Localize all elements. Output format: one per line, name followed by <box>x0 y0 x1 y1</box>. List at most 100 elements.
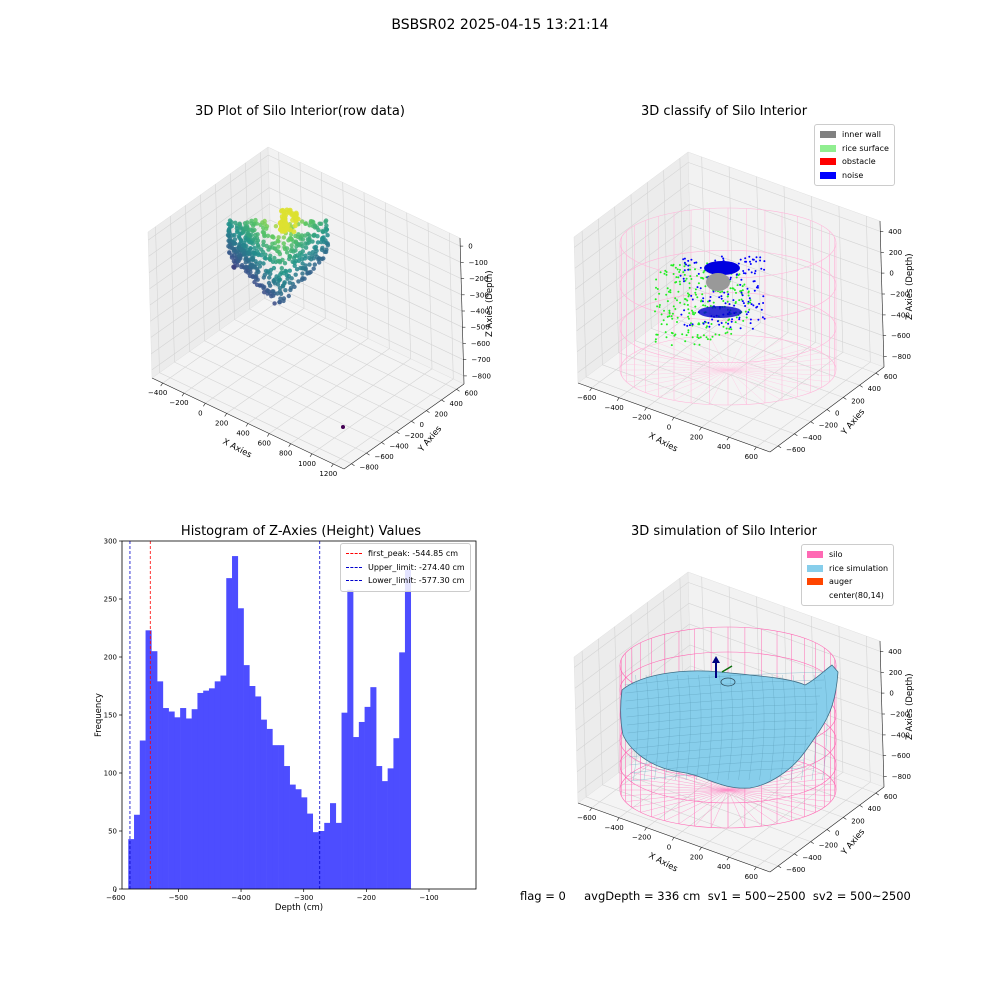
p2-grid-x <box>728 206 844 438</box>
noise-point <box>744 257 747 260</box>
p1-z-tick-label: −500 <box>470 324 489 332</box>
histogram-bar <box>162 708 169 889</box>
data-point <box>270 241 275 246</box>
p2-x-tick <box>644 407 647 411</box>
rice-surface-point <box>690 322 692 325</box>
noise-point <box>712 290 715 293</box>
data-point <box>272 255 277 261</box>
noise-point <box>687 259 690 262</box>
mesh-line <box>759 674 765 781</box>
histogram-bars <box>128 556 412 889</box>
legend-entry-inner-wall: inner wall <box>820 128 889 142</box>
silo-floor-spoke <box>678 789 729 825</box>
histogram-bar <box>191 709 198 889</box>
p4-z-tick-label: 200 <box>889 669 902 677</box>
rice-surface-point <box>683 303 686 306</box>
histogram-bar <box>151 651 158 889</box>
histogram-bar <box>180 708 187 889</box>
p2-y-tick-label: 200 <box>851 397 864 405</box>
noise-point <box>744 272 747 275</box>
histogram-bar <box>220 675 227 889</box>
silo-floor-spoke <box>727 352 822 371</box>
noise-point <box>748 297 751 300</box>
rice-surface-point <box>655 286 657 289</box>
silo-floor-spoke <box>727 363 835 371</box>
rice-surface-point <box>722 300 725 302</box>
legend-entry-rice-simulation: rice simulation <box>807 562 888 576</box>
mesh-line <box>748 674 754 781</box>
p4-y-tick-label: 600 <box>884 793 897 801</box>
rice-surface-point <box>725 321 727 324</box>
rice-surface-point <box>712 301 715 304</box>
mesh-line <box>801 674 807 781</box>
noise-point <box>703 320 706 323</box>
rice-surface-point <box>694 291 697 294</box>
noise-point <box>748 255 751 258</box>
p1-y-tick <box>411 420 415 424</box>
p2-grid-x <box>701 196 816 428</box>
rice-surface-point <box>714 333 717 336</box>
rice-surface-point <box>725 327 728 330</box>
p1-x-tick <box>160 382 163 387</box>
noise-point <box>718 323 721 326</box>
noise-point <box>756 286 759 289</box>
rice-surface-point <box>704 285 707 288</box>
noise-point <box>728 303 731 306</box>
rice-surface-point <box>707 300 709 303</box>
p1-y-tick <box>456 389 460 392</box>
data-point <box>289 243 294 248</box>
data-point <box>264 226 269 231</box>
rice-surface-point <box>672 273 675 275</box>
inner-wall-cluster <box>706 273 730 291</box>
silo-floor-spoke <box>727 357 830 371</box>
rice-surface-point <box>660 313 663 316</box>
rice-surface-point <box>740 298 743 301</box>
data-point <box>300 257 305 262</box>
noise-point <box>752 304 755 307</box>
rice-surface-point <box>748 308 751 311</box>
data-point <box>293 272 298 277</box>
histogram-bar <box>364 706 371 889</box>
data-point <box>266 289 271 294</box>
data-point <box>261 242 266 248</box>
rice-surface-point <box>698 343 701 346</box>
data-point <box>230 246 235 251</box>
rice-surface-point <box>671 312 674 315</box>
silo-floor-spoke <box>645 369 729 393</box>
noise-point <box>720 322 723 324</box>
histogram-bar <box>174 717 181 889</box>
data-point <box>303 221 308 226</box>
p2-x-tick <box>616 397 620 401</box>
rice-surface-point <box>709 338 712 341</box>
rice-surface-point <box>694 288 697 291</box>
y-axis-label: Frequency <box>94 693 104 737</box>
noise-point <box>729 276 732 279</box>
mesh-line <box>780 674 786 781</box>
x-tick-label: −300 <box>294 894 313 902</box>
rice-surface-point <box>666 300 669 303</box>
rice-surface-point <box>675 276 678 279</box>
rice-surface-point <box>668 315 671 318</box>
noise-point <box>702 322 705 325</box>
noise-point <box>749 318 752 321</box>
data-point <box>276 244 281 249</box>
rice-surface-point <box>692 311 694 314</box>
mesh-line <box>627 719 815 734</box>
legend-swatch <box>807 591 823 599</box>
rice-surface-point <box>674 297 677 300</box>
noise-point <box>729 278 732 281</box>
p2-grid-z <box>574 182 882 269</box>
histogram-bar <box>312 832 319 889</box>
p2-grid-x <box>756 216 871 448</box>
p2-grid-z <box>576 245 883 332</box>
noise-point <box>742 270 745 272</box>
p1-x-tick-label: 200 <box>215 419 228 427</box>
histogram-bar <box>324 822 331 889</box>
y-tick-label: 50 <box>108 828 117 836</box>
histogram-bar <box>404 570 412 889</box>
p1-z-tick-label: −600 <box>471 340 490 348</box>
p4-x-tick-label: −600 <box>577 814 596 822</box>
noise-point <box>760 308 763 311</box>
x-tick-label: −100 <box>419 894 438 902</box>
noise-point <box>722 259 725 262</box>
